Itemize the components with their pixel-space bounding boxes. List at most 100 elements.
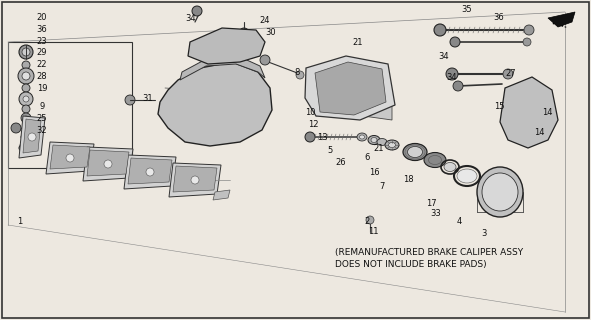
Circle shape	[22, 105, 30, 113]
Circle shape	[22, 48, 30, 56]
Circle shape	[503, 69, 513, 79]
Circle shape	[23, 96, 29, 102]
Ellipse shape	[457, 169, 477, 183]
Circle shape	[434, 24, 446, 36]
Circle shape	[525, 88, 535, 98]
Text: 26: 26	[336, 157, 346, 166]
Polygon shape	[180, 56, 265, 80]
Ellipse shape	[388, 142, 395, 148]
Text: 16: 16	[369, 167, 379, 177]
Text: 34: 34	[439, 52, 449, 60]
Text: DOES NOT INCLUDE BRAKE PADS): DOES NOT INCLUDE BRAKE PADS)	[335, 260, 486, 268]
Circle shape	[11, 123, 21, 133]
Text: 24: 24	[260, 15, 270, 25]
Circle shape	[22, 84, 30, 92]
Circle shape	[19, 92, 33, 106]
Ellipse shape	[477, 167, 523, 217]
Circle shape	[450, 37, 460, 47]
Ellipse shape	[357, 133, 367, 141]
Text: 30: 30	[266, 28, 277, 36]
Text: 6: 6	[364, 153, 370, 162]
Text: 21: 21	[353, 37, 363, 46]
Text: 13: 13	[317, 132, 327, 141]
Polygon shape	[548, 12, 575, 27]
Text: 34: 34	[186, 13, 196, 22]
Polygon shape	[19, 116, 45, 158]
Polygon shape	[158, 62, 272, 146]
Text: 7: 7	[379, 181, 385, 190]
Polygon shape	[124, 155, 176, 189]
Circle shape	[19, 45, 33, 59]
Text: (REMANUFACTURED BRAKE CALIPER ASSY: (REMANUFACTURED BRAKE CALIPER ASSY	[335, 247, 523, 257]
Circle shape	[296, 71, 304, 79]
Polygon shape	[23, 119, 41, 153]
Circle shape	[523, 38, 531, 46]
Text: 36: 36	[493, 12, 504, 21]
Polygon shape	[169, 163, 221, 197]
Ellipse shape	[359, 135, 365, 139]
Circle shape	[22, 61, 30, 69]
Polygon shape	[213, 190, 230, 200]
Circle shape	[28, 133, 36, 141]
Circle shape	[191, 176, 199, 184]
Polygon shape	[315, 62, 386, 115]
Text: 22: 22	[37, 60, 47, 68]
Polygon shape	[188, 28, 265, 64]
Text: 36: 36	[37, 25, 47, 34]
Circle shape	[18, 68, 34, 84]
Polygon shape	[87, 150, 129, 176]
Circle shape	[528, 91, 532, 95]
Circle shape	[453, 81, 463, 91]
Polygon shape	[50, 145, 90, 169]
Circle shape	[104, 160, 112, 168]
Polygon shape	[128, 158, 172, 184]
Text: 8: 8	[294, 68, 300, 76]
Ellipse shape	[377, 139, 387, 146]
Circle shape	[366, 216, 374, 224]
Text: 9: 9	[40, 101, 45, 110]
Text: 27: 27	[506, 68, 517, 77]
Circle shape	[192, 6, 202, 16]
Circle shape	[260, 55, 270, 65]
Ellipse shape	[385, 140, 399, 150]
Text: 21: 21	[374, 143, 384, 153]
Text: 19: 19	[37, 84, 47, 92]
Ellipse shape	[408, 147, 423, 157]
Text: 14: 14	[542, 108, 552, 116]
Circle shape	[66, 154, 74, 162]
Ellipse shape	[19, 143, 33, 153]
Circle shape	[146, 168, 154, 176]
Text: 14: 14	[534, 127, 544, 137]
Text: FR.: FR.	[551, 18, 569, 30]
Circle shape	[524, 25, 534, 35]
Polygon shape	[305, 56, 395, 120]
Text: 10: 10	[305, 108, 315, 116]
Text: 4: 4	[456, 217, 462, 226]
Circle shape	[21, 113, 31, 123]
Text: 28: 28	[37, 71, 47, 81]
Circle shape	[305, 132, 315, 142]
Text: 32: 32	[37, 125, 47, 134]
Text: 18: 18	[402, 174, 413, 183]
Circle shape	[446, 68, 458, 80]
Text: 35: 35	[462, 4, 472, 13]
Text: 17: 17	[426, 198, 436, 207]
Circle shape	[22, 72, 30, 80]
Circle shape	[24, 116, 28, 120]
Text: 20: 20	[37, 12, 47, 21]
Text: 25: 25	[37, 114, 47, 123]
Ellipse shape	[403, 143, 427, 161]
Polygon shape	[320, 92, 392, 120]
Text: 1: 1	[17, 218, 22, 227]
Ellipse shape	[424, 153, 446, 167]
Text: 3: 3	[481, 228, 486, 237]
Text: 34: 34	[447, 73, 457, 82]
Ellipse shape	[21, 133, 31, 140]
Ellipse shape	[482, 173, 518, 211]
Ellipse shape	[368, 135, 380, 145]
Circle shape	[125, 95, 135, 105]
Polygon shape	[83, 147, 133, 181]
Text: 2: 2	[365, 218, 369, 227]
Text: 29: 29	[37, 47, 47, 57]
Polygon shape	[500, 77, 558, 148]
